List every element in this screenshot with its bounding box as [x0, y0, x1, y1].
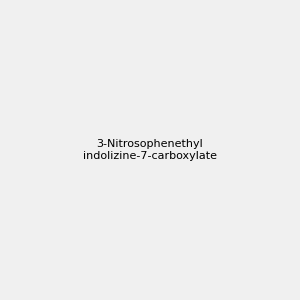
Text: 3-Nitrosophenethyl
indolizine-7-carboxylate: 3-Nitrosophenethyl indolizine-7-carboxyl… [83, 139, 217, 161]
